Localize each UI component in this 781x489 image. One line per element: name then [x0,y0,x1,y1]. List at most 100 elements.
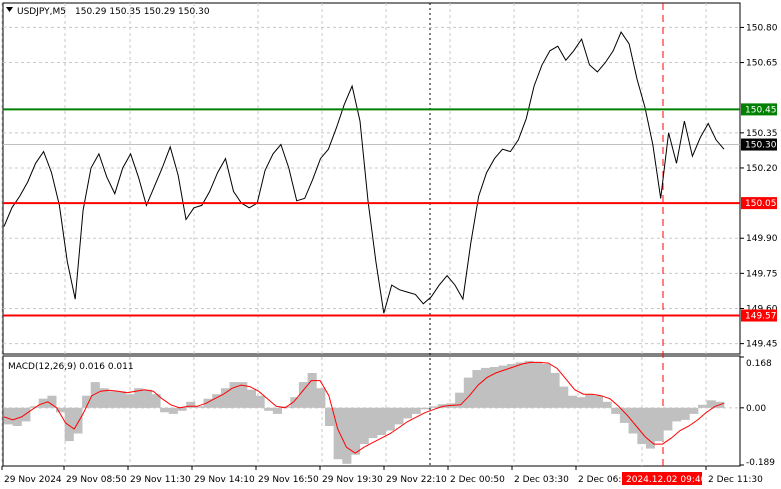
macd-bar [533,361,543,408]
time-label: 2 Dec 06:1 [578,475,627,485]
macd-axis: 0.168 0.00 -0.189 [740,356,775,468]
macd-tick-label: -0.189 [746,458,775,468]
macd-bar [47,395,57,408]
macd-bar [342,407,352,464]
macd-bar [255,395,265,408]
price-badge [741,197,777,210]
macd-bar [576,397,586,408]
macd-bar [611,407,621,414]
macd-bar [672,407,682,422]
time-highlight-text: 2024.12.02 09:40 [626,475,707,485]
macd-bar [385,407,395,431]
price-badge-label: 150.30 [745,141,777,151]
macd-bar [689,407,699,414]
macd-bar [30,406,40,408]
macd-bar [108,391,118,408]
macd-bar [437,404,447,408]
macd-label: MACD(12,26,9) 0.016 0.011 [8,362,134,372]
macd-bar [515,362,525,408]
macd-bar [507,364,517,408]
macd-bar [194,406,204,408]
macd-bar [368,407,378,439]
macd-bar [73,407,83,434]
macd-bar [290,397,300,408]
price-badge [741,138,777,151]
macd-pane-frame [2,355,741,467]
macd-bar [21,407,31,422]
macd-bar [680,407,690,420]
macd-bar [429,406,439,408]
macd-bar [663,407,673,431]
symbol-dropdown-icon[interactable] [6,7,13,12]
price-badge [741,103,777,116]
price-badges: 150.45 150.30 150.05 149.57 [741,103,777,322]
macd-bar [229,382,239,408]
time-label: 29 Nov 22:10 [386,475,447,485]
price-tick-label: 149.60 [746,304,778,314]
macd-bar [142,389,152,408]
macd-bar [359,407,369,445]
macd-bar [272,407,282,414]
macd-bar [82,395,92,408]
macd-bar [559,386,569,408]
macd-bar [351,407,361,455]
macd-bar [56,407,66,413]
macd-bar [64,407,74,442]
time-label: 29 Nov 2024 [4,475,62,485]
macd-bar [394,407,404,425]
macd-bar [698,404,708,408]
macd-histogram [4,360,725,464]
macd-bar [541,364,551,408]
time-highlight-badge [622,472,702,485]
macd-bar [498,365,508,408]
macd-bar [238,382,248,408]
macd-bar [186,401,196,408]
macd-bar [377,407,387,435]
time-label: 29 Nov 14:10 [194,475,255,485]
macd-bar [654,407,664,442]
macd-bar [307,373,317,408]
macd-bar [298,382,308,408]
time-axis: 29 Nov 2024 29 Nov 08:50 29 Nov 11:30 29 No… [1,466,763,485]
macd-bar [637,407,647,445]
time-label: 29 Nov 16:50 [258,475,319,485]
macd-bar [325,407,335,426]
price-tick-label: 150.65 [746,59,778,69]
macd-bar [524,360,534,408]
macd-bar [12,407,22,426]
macd-bar [264,407,274,411]
macd-bar [246,389,256,408]
macd-bar [550,373,560,408]
macd-bar [706,400,716,408]
price-badge-label: 150.45 [745,105,777,115]
time-label: 29 Nov 11:30 [130,475,191,485]
macd-bar [593,395,603,408]
macd-signal-line [3,361,725,454]
macd-bar [403,407,413,419]
price-tick-label: 149.75 [746,269,778,279]
macd-bar [151,394,161,408]
macd-bar [203,398,213,408]
macd-bar [316,388,326,408]
macd-bar [619,407,629,423]
macd-bar [160,407,170,413]
chart-title: USDJPY,M5 [17,7,66,17]
price-tick-label: 150.80 [746,23,778,33]
macd-bar [90,382,100,408]
time-label: 2 Dec 00:50 [450,475,505,485]
macd-bar [463,377,473,408]
macd-bar [420,407,430,410]
time-label: 29 Nov 19:30 [322,475,383,485]
price-badge [741,309,777,322]
price-badge-label: 149.57 [745,312,777,322]
ohlc-readout: 150.29 150.35 150.29 150.30 [75,7,210,17]
time-label: 2 Dec 11:30 [708,475,763,485]
macd-bar [333,407,343,460]
macd-bar [177,407,187,411]
price-line [3,31,725,314]
macd-bar [455,392,465,408]
macd-tick-label: 0.168 [746,359,772,369]
macd-bar [168,407,178,414]
macd-bar [645,407,655,449]
